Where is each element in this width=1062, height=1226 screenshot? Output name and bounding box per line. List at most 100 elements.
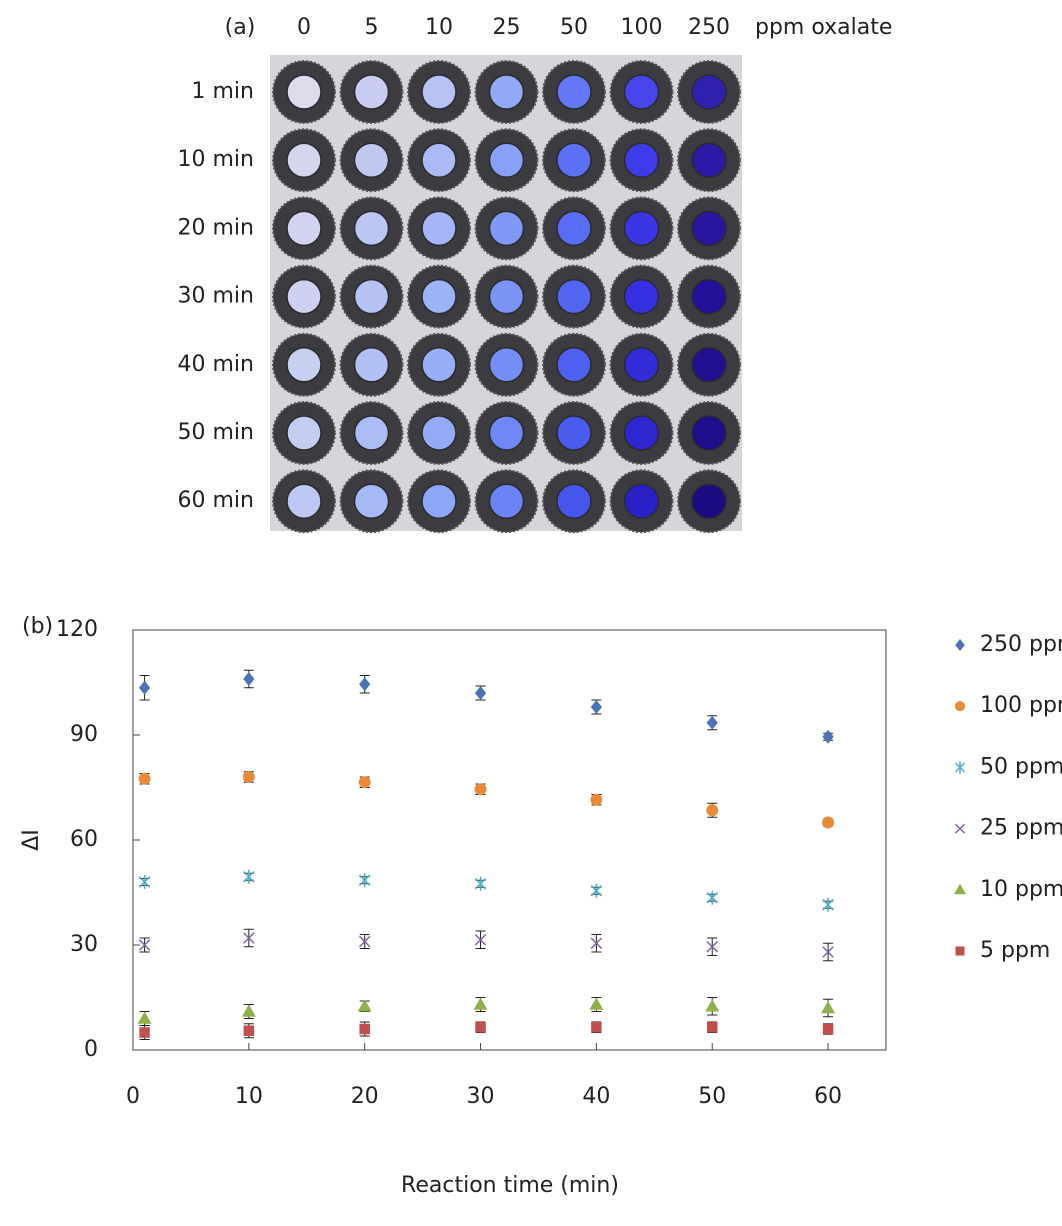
well	[678, 61, 740, 123]
data-point	[359, 677, 370, 691]
x-axis-label: Reaction time (min)	[401, 1173, 619, 1198]
well-spot	[422, 75, 456, 109]
well	[273, 197, 335, 259]
row-label: 1 min	[192, 79, 254, 104]
legend-marker	[955, 701, 965, 711]
marker-shape	[244, 1026, 255, 1037]
column-label: 5	[365, 15, 379, 40]
well-spot	[490, 416, 524, 450]
data-point	[705, 999, 719, 1011]
marker-shape	[475, 783, 487, 795]
row-label: 10 min	[178, 147, 254, 172]
well-spot	[692, 416, 726, 450]
well-spot	[625, 348, 659, 382]
well-spot	[625, 484, 659, 518]
y-axis-label: ΔI	[19, 829, 44, 851]
marker-shape	[589, 998, 603, 1010]
page: (a) ppm oxalate (b) Reaction time (min) …	[0, 0, 1062, 1226]
well	[543, 470, 605, 532]
marker-shape	[821, 1001, 835, 1013]
well-spot	[355, 484, 389, 518]
well-spot	[355, 75, 389, 109]
x-tick-label: 30	[467, 1084, 495, 1109]
well	[341, 266, 403, 328]
well	[543, 197, 605, 259]
well-spot	[422, 416, 456, 450]
legend-label: 25 ppm	[980, 816, 1062, 841]
y-tick-label: 30	[70, 932, 98, 957]
data-point	[475, 686, 486, 700]
well	[408, 129, 470, 191]
well	[476, 129, 538, 191]
well-spot	[287, 348, 321, 382]
x-tick-label: 10	[235, 1084, 263, 1109]
legend-label: 50 ppm	[980, 754, 1062, 779]
well-spot	[287, 75, 321, 109]
marker-shape	[139, 773, 151, 785]
well	[611, 61, 673, 123]
well	[678, 197, 740, 259]
well	[476, 266, 538, 328]
well	[611, 197, 673, 259]
row-label: 50 min	[178, 420, 254, 445]
well	[408, 61, 470, 123]
well-spot	[490, 484, 524, 518]
row-label: 30 min	[178, 284, 254, 309]
well	[611, 334, 673, 396]
marker-shape	[706, 804, 718, 816]
well-spot	[490, 211, 524, 245]
marker-shape	[823, 1024, 834, 1035]
data-point	[707, 716, 718, 730]
data-point	[244, 870, 255, 884]
well	[476, 197, 538, 259]
well	[273, 470, 335, 532]
marker-shape	[955, 639, 965, 651]
marker-shape	[705, 999, 719, 1011]
marker-shape	[243, 771, 255, 783]
marker-shape	[138, 1012, 152, 1024]
well-spot	[490, 143, 524, 177]
data-point	[475, 783, 487, 795]
figure: (a) ppm oxalate (b) Reaction time (min) …	[0, 0, 1062, 1226]
marker-shape	[954, 884, 966, 895]
well-spot	[625, 280, 659, 314]
well-spot	[422, 280, 456, 314]
data-point	[244, 1026, 255, 1037]
well	[678, 129, 740, 191]
well-spot	[557, 211, 591, 245]
well-spot	[287, 280, 321, 314]
x-tick-label: 20	[351, 1084, 379, 1109]
well	[476, 402, 538, 464]
well	[543, 266, 605, 328]
y-tick-label: 0	[84, 1037, 98, 1062]
unit-label: ppm oxalate	[755, 15, 892, 40]
column-label: 25	[493, 15, 521, 40]
x-tick-label: 60	[814, 1084, 842, 1109]
panel-label: (a)	[225, 15, 256, 40]
data-point	[590, 794, 602, 806]
well-spot	[557, 280, 591, 314]
data-point	[242, 1005, 256, 1017]
row-label: 60 min	[178, 488, 254, 513]
well	[678, 266, 740, 328]
column-label: 250	[688, 15, 730, 40]
well-spot	[625, 75, 659, 109]
marker-shape	[822, 730, 833, 744]
well	[611, 402, 673, 464]
y-tick-label: 60	[70, 827, 98, 852]
marker-shape	[139, 681, 150, 695]
data-point	[475, 1022, 486, 1033]
marker-shape	[359, 776, 371, 788]
well	[408, 197, 470, 259]
data-point	[139, 875, 150, 889]
well	[543, 129, 605, 191]
data-point	[359, 776, 371, 788]
row-label: 20 min	[178, 215, 254, 240]
well-spot	[355, 348, 389, 382]
data-point	[139, 1027, 150, 1038]
well-spot	[355, 143, 389, 177]
data-point	[591, 884, 602, 898]
data-point	[589, 998, 603, 1010]
y-tick-label: 120	[56, 617, 98, 642]
well-spot	[692, 348, 726, 382]
